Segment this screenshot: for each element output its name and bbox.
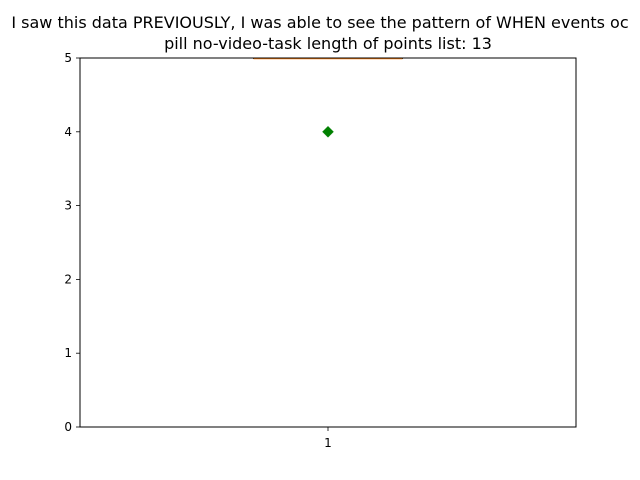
x-tick-label: 1: [324, 436, 332, 450]
y-tick-label: 1: [64, 346, 72, 360]
y-tick-label: 5: [64, 51, 72, 65]
chart-title-line-1: I saw this data PREVIOUSLY, I was able t…: [11, 13, 628, 32]
plot-area: 0 1 2 3 4 5 1: [64, 51, 577, 450]
axes-frame: [79, 57, 577, 428]
y-tick-label: 0: [64, 420, 72, 434]
mean-marker: [322, 125, 334, 138]
y-tick-label: 2: [64, 272, 72, 286]
y-tick-label: 4: [64, 125, 72, 139]
chart-title-line-2: pill no-video-task length of points list…: [164, 34, 492, 53]
y-tick-label: 3: [64, 199, 72, 213]
